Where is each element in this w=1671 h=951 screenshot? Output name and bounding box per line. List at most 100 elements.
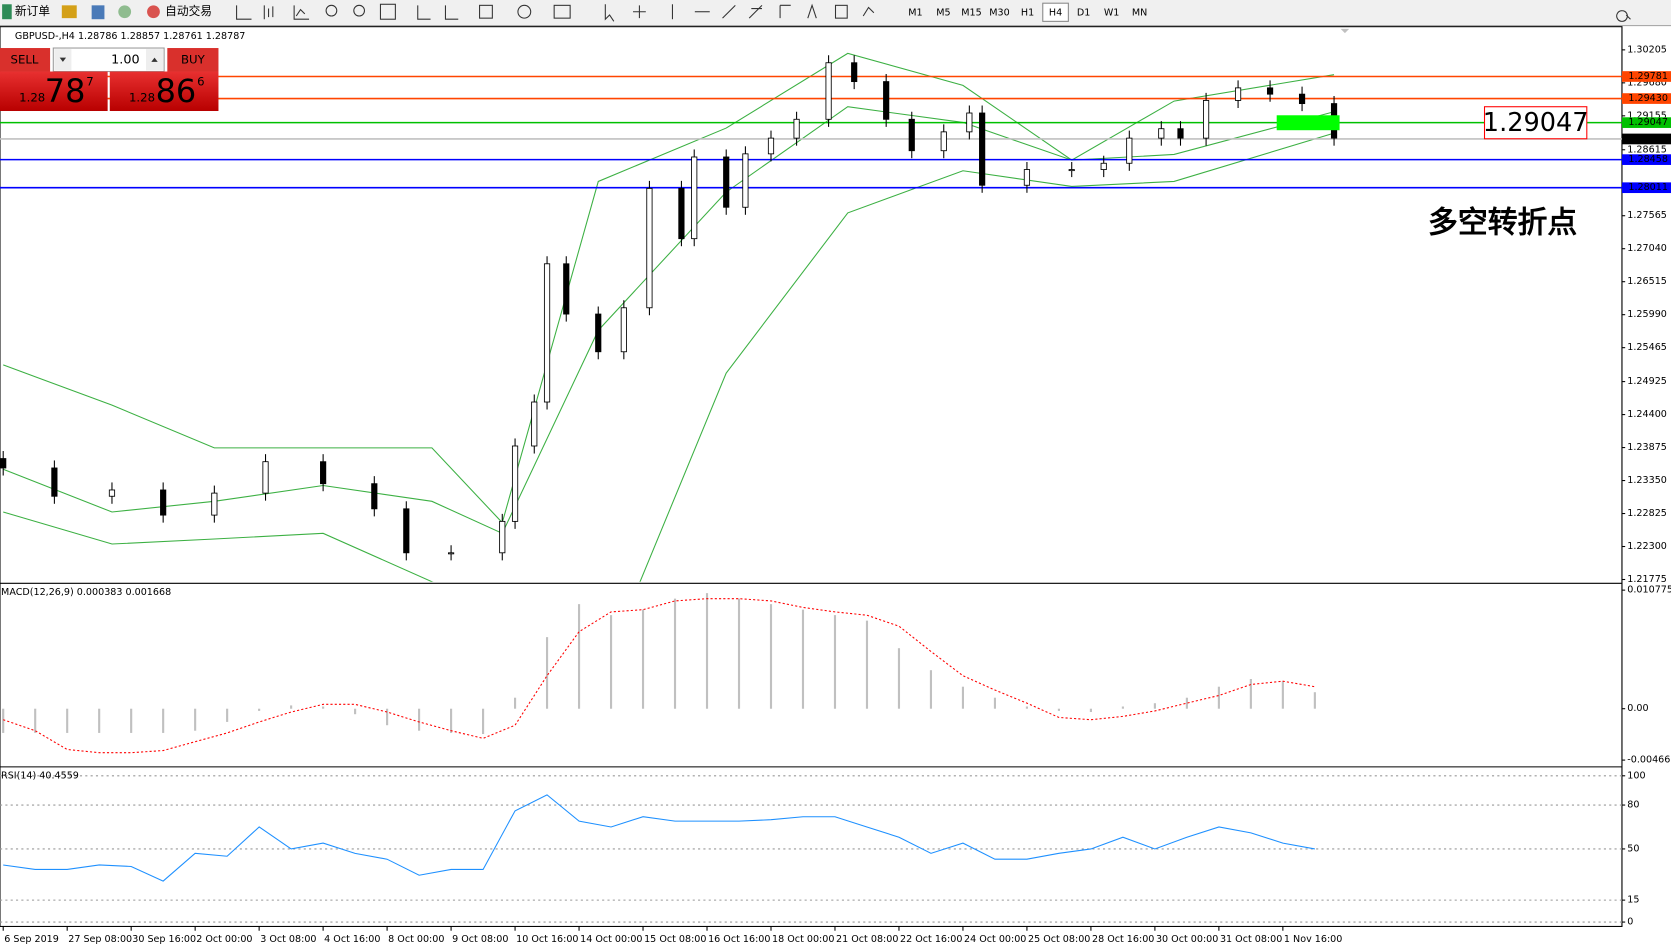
active-timeframe[interactable] bbox=[1042, 2, 1069, 22]
y-tick-label: 1.21775 bbox=[1627, 574, 1667, 585]
buy-label[interactable]: BUY bbox=[181, 52, 206, 66]
timeframe-button[interactable]: M15 bbox=[961, 7, 981, 18]
price-level-label: 1.29781 bbox=[1628, 71, 1668, 82]
y-tick-label: 1.23350 bbox=[1627, 475, 1667, 486]
candle-body bbox=[908, 118, 915, 152]
x-tick-label: 30 Sep 16:00 bbox=[132, 934, 196, 945]
price-level-tag bbox=[1621, 117, 1671, 128]
price-level-tag bbox=[1621, 93, 1671, 104]
y-tick-label: 1.22300 bbox=[1627, 541, 1667, 552]
bid-box[interactable] bbox=[0, 71, 108, 112]
bid-big[interactable]: 78 bbox=[45, 72, 86, 110]
bid-sup[interactable]: 7 bbox=[86, 75, 93, 89]
x-tick-label: 22 Oct 16:00 bbox=[900, 934, 962, 945]
ask-big[interactable]: 86 bbox=[156, 72, 197, 110]
auto-trading-label[interactable]: 自动交易 bbox=[165, 4, 212, 18]
y-tick-label: 1.27565 bbox=[1627, 210, 1667, 221]
y-tick-label: 0.00 bbox=[1627, 703, 1648, 714]
icon bbox=[151, 57, 158, 62]
price-level-label: 1.28011 bbox=[1628, 182, 1668, 193]
panel-title: MACD(12,26,9) 0.000383 0.001668 bbox=[1, 587, 171, 598]
y-tick-label: 1.23875 bbox=[1627, 442, 1667, 453]
price-level-tag bbox=[1621, 154, 1671, 165]
ask-box[interactable] bbox=[109, 71, 219, 112]
panel bbox=[2, 593, 1316, 754]
price-level-label: 1.29047 bbox=[1628, 117, 1668, 128]
timeframe-bar: M1 M5 M15 M30 H1 H4 D1 W1 MN bbox=[908, 2, 1147, 22]
y-tick-label: 1.26515 bbox=[1627, 276, 1667, 287]
x-tick-label: 3 Oct 08:00 bbox=[260, 934, 316, 945]
timeframe-button[interactable]: W1 bbox=[1104, 7, 1120, 18]
candle-body bbox=[851, 62, 858, 83]
ask-prefix[interactable]: 1.28 bbox=[129, 91, 155, 105]
timeframe-button[interactable]: M30 bbox=[989, 7, 1009, 18]
candle-body bbox=[723, 156, 730, 208]
price-level-tag bbox=[1621, 71, 1671, 82]
timeframe-button[interactable]: M1 bbox=[908, 7, 922, 18]
timeframe-button[interactable]: D1 bbox=[1077, 7, 1090, 18]
candle-body bbox=[499, 520, 506, 554]
timeframe-button[interactable]: H1 bbox=[1021, 7, 1034, 18]
icon[interactable] bbox=[118, 5, 132, 19]
annotation-price: 1.29047 bbox=[1483, 108, 1589, 138]
x-tick-label: 6 Sep 2019 bbox=[4, 934, 59, 945]
y-tick-label: 80 bbox=[1627, 800, 1639, 811]
price-level-label: 1.29430 bbox=[1628, 93, 1668, 104]
panel bbox=[0, 52, 1622, 582]
y-tick-label: 1.30205 bbox=[1627, 44, 1667, 55]
y-tick-label: 1.29680 bbox=[1627, 77, 1667, 88]
y-tick-label: 15 bbox=[1627, 895, 1639, 906]
candle-body bbox=[825, 62, 832, 120]
candle-body bbox=[511, 445, 519, 522]
y-tick-label: 1.25990 bbox=[1627, 309, 1667, 320]
candle-body bbox=[691, 156, 698, 240]
candle-body bbox=[51, 467, 58, 497]
timeframe-button[interactable]: M5 bbox=[936, 7, 950, 18]
new-order-button[interactable]: 新订单 bbox=[2, 4, 50, 20]
price-axis: 1.30205 1.29680 1.29155 1.28615 1.27565 1.270… bbox=[1621, 44, 1671, 585]
candle-body bbox=[1068, 169, 1075, 172]
lots-input[interactable] bbox=[52, 47, 165, 73]
ask-sup[interactable]: 6 bbox=[197, 75, 204, 89]
candle-body bbox=[371, 483, 378, 510]
candle-body bbox=[262, 461, 269, 494]
price-level-label: 1.28787 bbox=[1628, 133, 1668, 144]
x-tick-label: 1 Nov 16:00 bbox=[1284, 934, 1342, 945]
x-tick-label: 9 Oct 08:00 bbox=[452, 934, 508, 945]
candle-body bbox=[979, 112, 986, 186]
candle-body bbox=[966, 112, 973, 133]
sell-label[interactable]: SELL bbox=[11, 52, 39, 66]
x-tick-label: 2 Oct 00:00 bbox=[196, 934, 252, 945]
candle-body bbox=[1177, 128, 1184, 139]
icon[interactable] bbox=[91, 5, 105, 20]
candle-body bbox=[1266, 87, 1274, 95]
x-tick-label: 8 Oct 00:00 bbox=[388, 934, 444, 945]
icon[interactable] bbox=[61, 5, 77, 19]
candle-body bbox=[403, 508, 410, 554]
x-tick-label: 31 Oct 08:00 bbox=[1220, 934, 1282, 945]
price-level-tag bbox=[1621, 182, 1671, 194]
bid-prefix[interactable]: 1.28 bbox=[19, 91, 45, 105]
lots-value[interactable]: 1.00 bbox=[111, 52, 139, 67]
timeframe-button[interactable]: H4 bbox=[1049, 7, 1062, 18]
candle-body bbox=[793, 118, 800, 139]
price-level-label: 1.28458 bbox=[1628, 154, 1668, 165]
y-tick-label: -0.004668 bbox=[1627, 755, 1671, 766]
timeframe-button[interactable]: MN bbox=[1132, 7, 1147, 18]
candle-body bbox=[160, 489, 167, 516]
candle-body bbox=[646, 187, 653, 309]
auto-trading-button[interactable]: 自动交易 bbox=[147, 4, 212, 18]
trade-panel: SELL 1.00 BUY 1.28 78 7 1.28 86 6 bbox=[0, 47, 219, 112]
toolbar-icons[interactable] bbox=[236, 3, 1631, 22]
price-axis: 100 80 50 15 0 bbox=[1621, 770, 1646, 928]
candle-body bbox=[883, 81, 890, 120]
chart-frame bbox=[0, 26, 1623, 927]
sell-button[interactable] bbox=[0, 48, 51, 72]
x-tick-label: 10 Oct 16:00 bbox=[516, 934, 578, 945]
y-tick-label: 1.22825 bbox=[1627, 508, 1667, 519]
new-order-label[interactable]: 新订单 bbox=[15, 4, 50, 18]
x-tick-label: 24 Oct 00:00 bbox=[964, 934, 1026, 945]
buy-button[interactable] bbox=[167, 48, 219, 72]
y-tick-label: 0.010775 bbox=[1627, 585, 1671, 596]
